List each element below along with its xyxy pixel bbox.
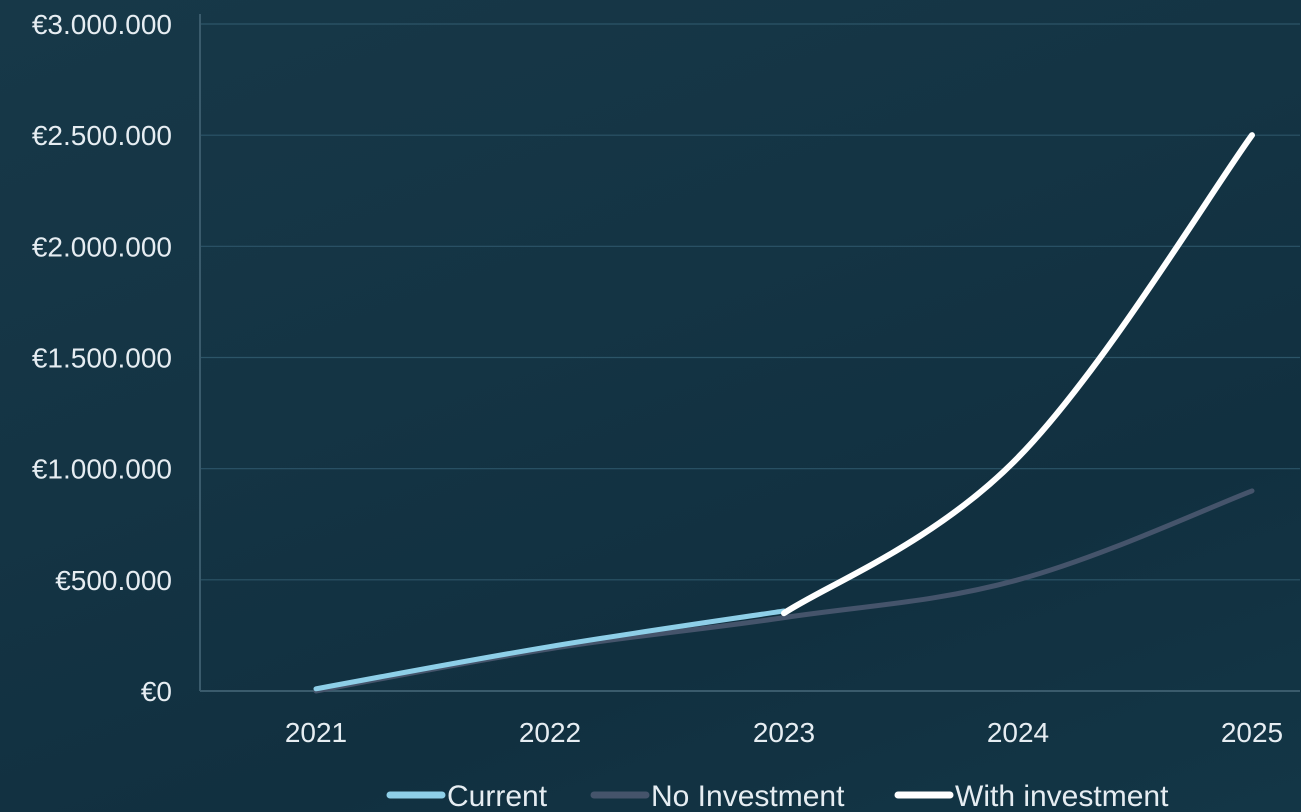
y-tick-label: €1.000.000 bbox=[32, 454, 172, 485]
x-tick-label: 2024 bbox=[987, 717, 1049, 748]
series-line-with-investment bbox=[781, 132, 1255, 617]
grid bbox=[200, 23, 1300, 581]
y-tick-label: €3.000.000 bbox=[32, 9, 172, 40]
x-tick-label: 2022 bbox=[519, 717, 581, 748]
y-tick-label: €500.000 bbox=[55, 565, 172, 596]
legend-label: Current bbox=[447, 780, 548, 812]
x-tick-label: 2021 bbox=[285, 717, 347, 748]
x-tick-label: 2025 bbox=[1221, 717, 1283, 748]
series-line-current bbox=[313, 608, 787, 692]
axes: €0 €500.000 €1.000.000 €1.500.000 €2.000.000… bbox=[32, 9, 1300, 748]
series-lines bbox=[313, 132, 1255, 694]
legend: Current No Investment With investment bbox=[386, 780, 1169, 812]
y-tick-label: €2.000.000 bbox=[32, 231, 172, 262]
y-tick-label: €0 bbox=[141, 676, 172, 707]
y-tick-label: €2.500.000 bbox=[32, 120, 172, 151]
legend-label: With investment bbox=[955, 780, 1169, 812]
y-tick-label: €1.500.000 bbox=[32, 343, 172, 374]
legend-label: No Investment bbox=[651, 780, 845, 812]
x-tick-label: 2023 bbox=[753, 717, 815, 748]
